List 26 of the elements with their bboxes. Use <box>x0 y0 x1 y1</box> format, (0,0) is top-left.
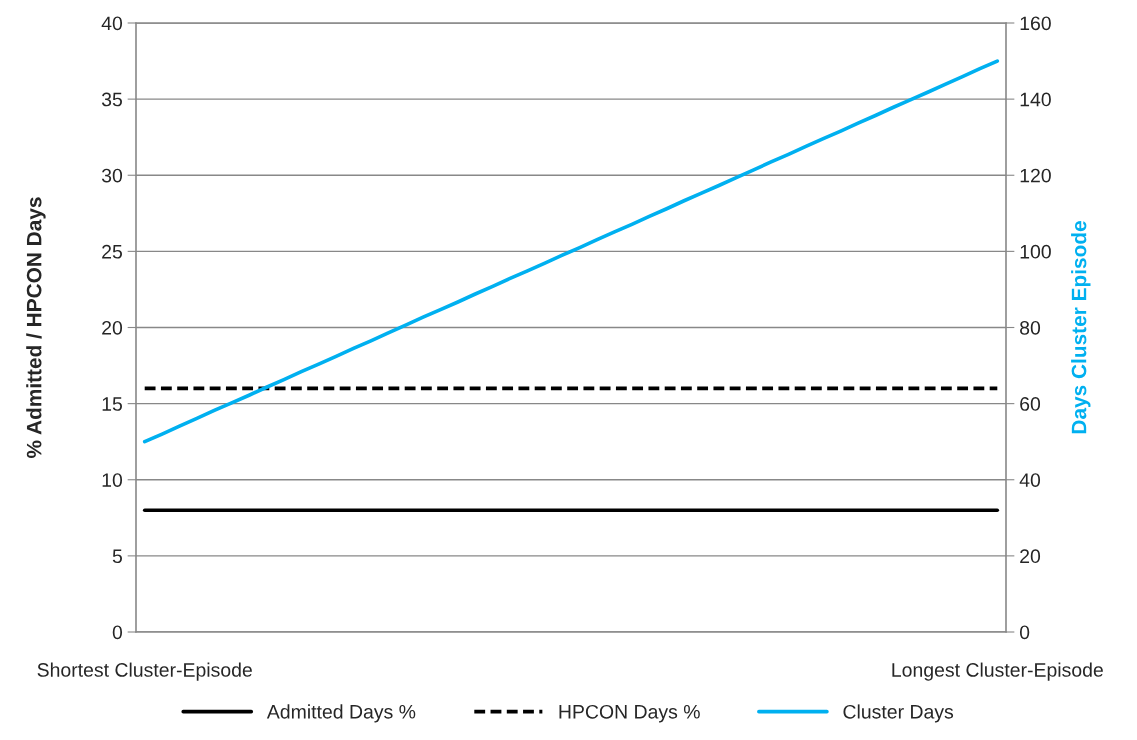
y2-tick-label: 140 <box>1020 92 1051 107</box>
y2-tick-label: 40 <box>1019 473 1041 487</box>
y2-tick-label: 100 <box>1020 244 1051 259</box>
legend-label: HPCON Days % <box>559 704 700 723</box>
y-tick-label: 15 <box>102 397 122 411</box>
x-tick-label: Shortest Cluster-Episode <box>37 662 252 681</box>
y2-tick-label: 20 <box>1020 549 1041 564</box>
y-tick-label: 20 <box>102 320 123 335</box>
y-tick-label: 40 <box>101 16 123 31</box>
y-tick-label: 30 <box>101 168 123 183</box>
y2-tick-label: 120 <box>1020 168 1051 183</box>
y2-tick-label: 80 <box>1020 320 1041 335</box>
y-axis-title: % Admitted / HPCON Days <box>26 197 46 458</box>
y-tick-label: 0 <box>112 625 123 640</box>
y2-tick-label: 0 <box>1019 625 1030 640</box>
y2-tick-label: 60 <box>1020 397 1041 411</box>
y-tick-label: 5 <box>112 549 122 564</box>
y2-axis-title: Days Cluster Episode <box>1071 221 1091 434</box>
x-tick-label: Longest Cluster-Episode <box>892 662 1103 681</box>
line-series <box>142 59 1000 444</box>
y-tick-label: 35 <box>101 92 122 107</box>
legend-label: Admitted Days % <box>266 704 416 723</box>
y-tick-label: 25 <box>102 244 122 259</box>
y2-tick-label: 160 <box>1020 16 1051 31</box>
y-tick-label: 10 <box>102 473 123 487</box>
legend-label: Cluster Days <box>843 704 954 723</box>
